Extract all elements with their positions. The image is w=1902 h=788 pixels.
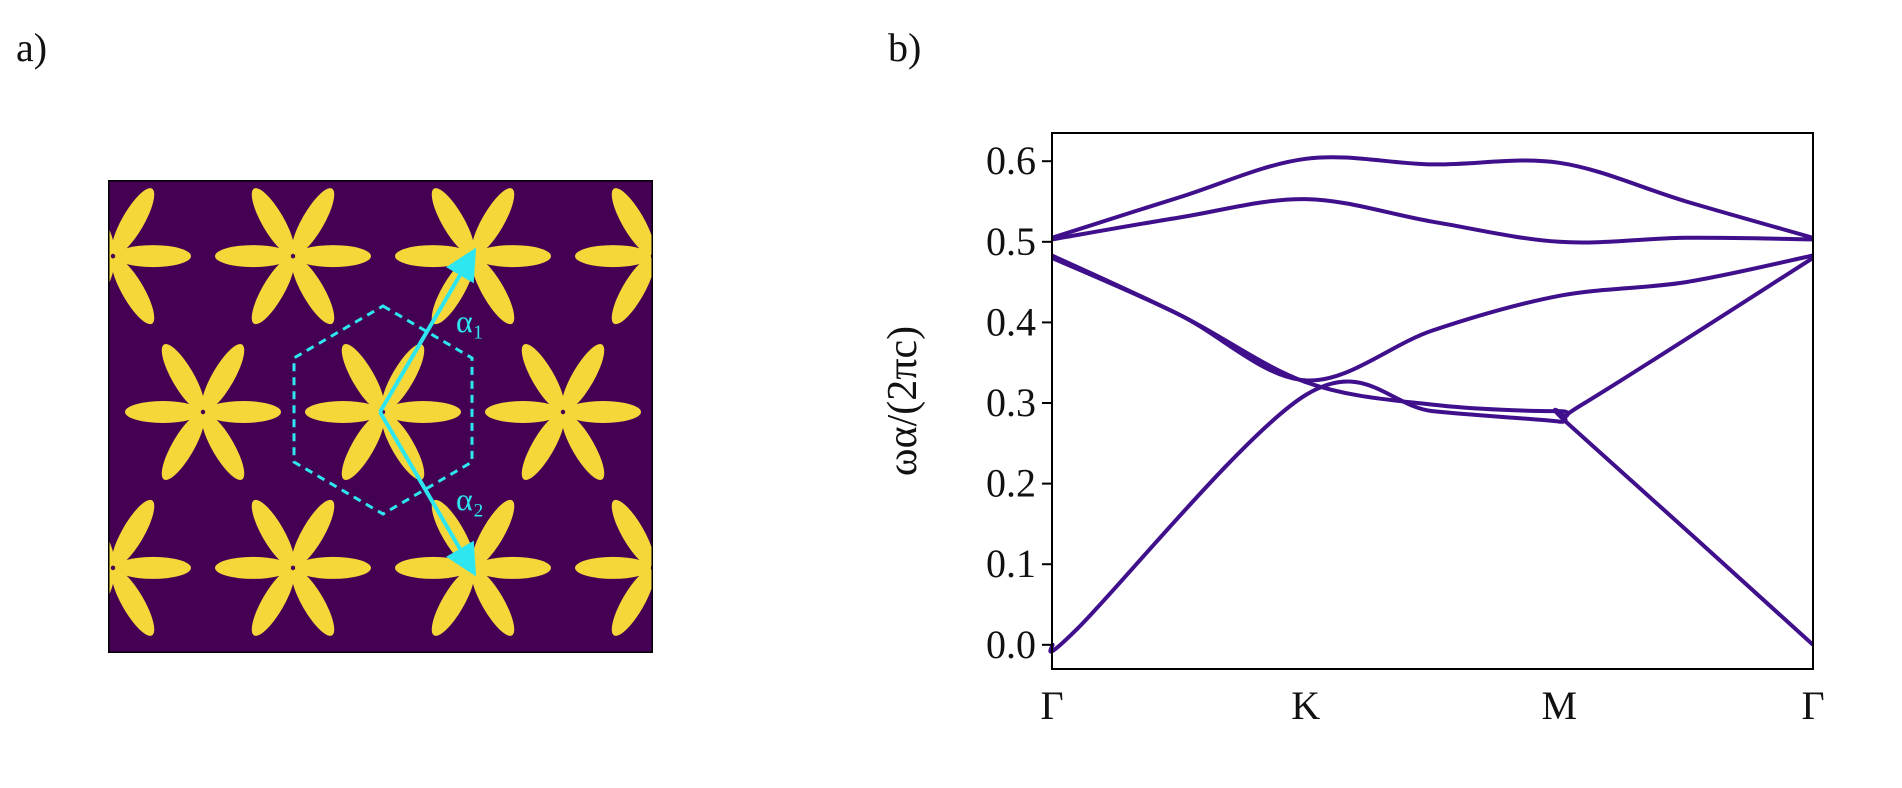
band-line-5 [1051,155,1814,240]
rod-ellipse [611,499,653,567]
vector-label-a2: α₂ [456,481,484,517]
rod-ellipse [115,245,191,268]
x-tick-label: Γ [1801,683,1824,728]
rod-ellipse [561,413,605,480]
rod-ellipse [111,257,155,325]
rod-ellipse [111,188,155,255]
y-tick-label: 0.4 [986,299,1036,344]
rod-ellipse [431,569,475,636]
y-tick-label: 0.5 [986,219,1036,264]
rod-ellipse [291,569,335,636]
rod-ellipse [611,257,653,325]
rod-ellipse [115,556,191,579]
rod-ellipse [201,344,245,411]
rod-ellipse [565,401,641,423]
y-axis: 0.0 0.1 0.2 0.3 0.4 0.5 0.6 [986,138,1052,667]
rod-ellipse [611,188,653,255]
rod-ellipse [575,556,651,579]
rod-ellipse [201,413,245,480]
rod-ellipse [471,499,515,567]
rod-ellipse [341,413,385,480]
lattice-vector-a1 [378,247,477,414]
rod-ellipse [215,556,291,579]
rod-ellipse [205,401,281,423]
rod-ellipse [561,344,605,411]
rod-ellipse [251,188,295,255]
rod-ellipse [251,499,295,567]
y-tick-label: 0.0 [986,622,1036,667]
rod-ellipse [521,413,565,480]
panel-b-label: b) [888,25,922,70]
rod-ellipse [385,401,461,423]
rod-ellipse [431,188,475,255]
rod-ellipse [475,556,551,579]
x-tick-label: Γ [1040,683,1063,728]
vector-label-a1: α₁ [456,303,484,339]
unit-cell-hexagon [292,304,474,516]
rod-ellipse [611,569,653,636]
band-line-1 [1048,379,1815,654]
band-line-4 [1051,197,1814,245]
rod-ellipse [291,499,335,567]
band-line-3 [1051,253,1814,383]
y-tick-label: 0.2 [986,461,1036,506]
rod-ellipse [305,401,381,423]
rod-ellipse [125,401,201,423]
x-tick-label: M [1542,683,1578,728]
lattice-vector-a2 [378,410,477,577]
band-lines [1048,155,1815,654]
x-tick-label: K [1291,683,1320,728]
rod-ellipse [475,245,551,268]
rod-ellipse [295,556,371,579]
y-axis-label: ωα/(2πc) [880,326,926,476]
rod-ellipse [251,257,295,325]
rod-ellipse [295,245,371,268]
rod-ellipse [161,413,205,480]
rod-ellipse [111,499,155,567]
panel-a-label: a) [16,25,48,70]
y-tick-label: 0.6 [986,138,1036,183]
rod-ellipse [111,569,155,636]
rod-ellipse [471,569,515,636]
rod-ellipse [341,344,385,411]
rod-ellipse [471,257,515,325]
rod-ellipse [251,569,295,636]
plot-frame [1051,132,1814,670]
rod-ellipse [575,245,651,268]
rod-ellipse [291,257,335,325]
rod-ellipse [215,245,291,268]
rod-ellipse [161,344,205,411]
rod-ellipse [471,188,515,255]
rod-ellipse [291,188,335,255]
lattice-panel: α₁ α₂ [106,178,655,655]
y-tick-label: 0.1 [986,541,1036,586]
rod-ellipse [521,344,565,411]
lattice-image: α₁ α₂ [106,178,655,655]
y-tick-label: 0.3 [986,380,1036,425]
rod-ellipse [485,401,561,423]
